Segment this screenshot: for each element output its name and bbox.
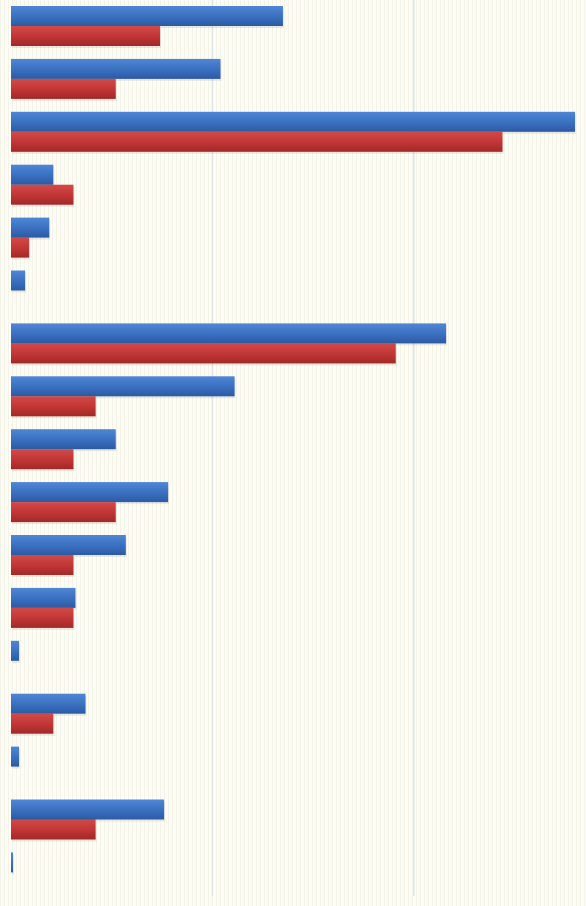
bar-series-2-row-5 xyxy=(11,237,30,258)
bar-series-1-row-12 xyxy=(11,587,76,608)
bar-series-1-row-7 xyxy=(11,323,447,344)
bar-series-1-row-15 xyxy=(11,746,20,767)
bar-series-2-row-16 xyxy=(11,819,96,840)
bar-series-1-row-8 xyxy=(11,376,235,397)
bar-series-1-row-6 xyxy=(11,270,26,291)
bar-series-2-row-4 xyxy=(11,184,74,205)
bar-series-1-row-9 xyxy=(11,429,116,450)
bar-series-1-row-3 xyxy=(11,111,575,132)
bar-series-2-row-2 xyxy=(11,78,116,99)
bar-series-2-row-9 xyxy=(11,449,74,470)
bar-series-1-row-13 xyxy=(11,640,20,661)
bar-series-2-row-12 xyxy=(11,607,74,628)
bar-series-2-row-14 xyxy=(11,713,54,734)
bar-series-1-row-5 xyxy=(11,217,50,238)
bar-series-2-row-7 xyxy=(11,343,396,364)
bars xyxy=(11,6,576,875)
bar-series-1-row-14 xyxy=(11,693,86,714)
bar-series-2-row-3 xyxy=(11,131,503,152)
bar-series-1-row-17 xyxy=(11,852,14,873)
bar-series-2-row-1 xyxy=(11,26,161,46)
bar-series-1-row-10 xyxy=(11,482,169,503)
bar-series-1-row-1 xyxy=(11,6,283,26)
bar-series-2-row-8 xyxy=(11,396,96,417)
bar-series-1-row-4 xyxy=(11,164,54,185)
bar-series-2-row-10 xyxy=(11,502,116,523)
bar-series-1-row-2 xyxy=(11,58,221,79)
bar-series-1-row-16 xyxy=(11,799,165,820)
bar-series-2-row-11 xyxy=(11,555,74,575)
bar-series-1-row-11 xyxy=(11,535,126,555)
